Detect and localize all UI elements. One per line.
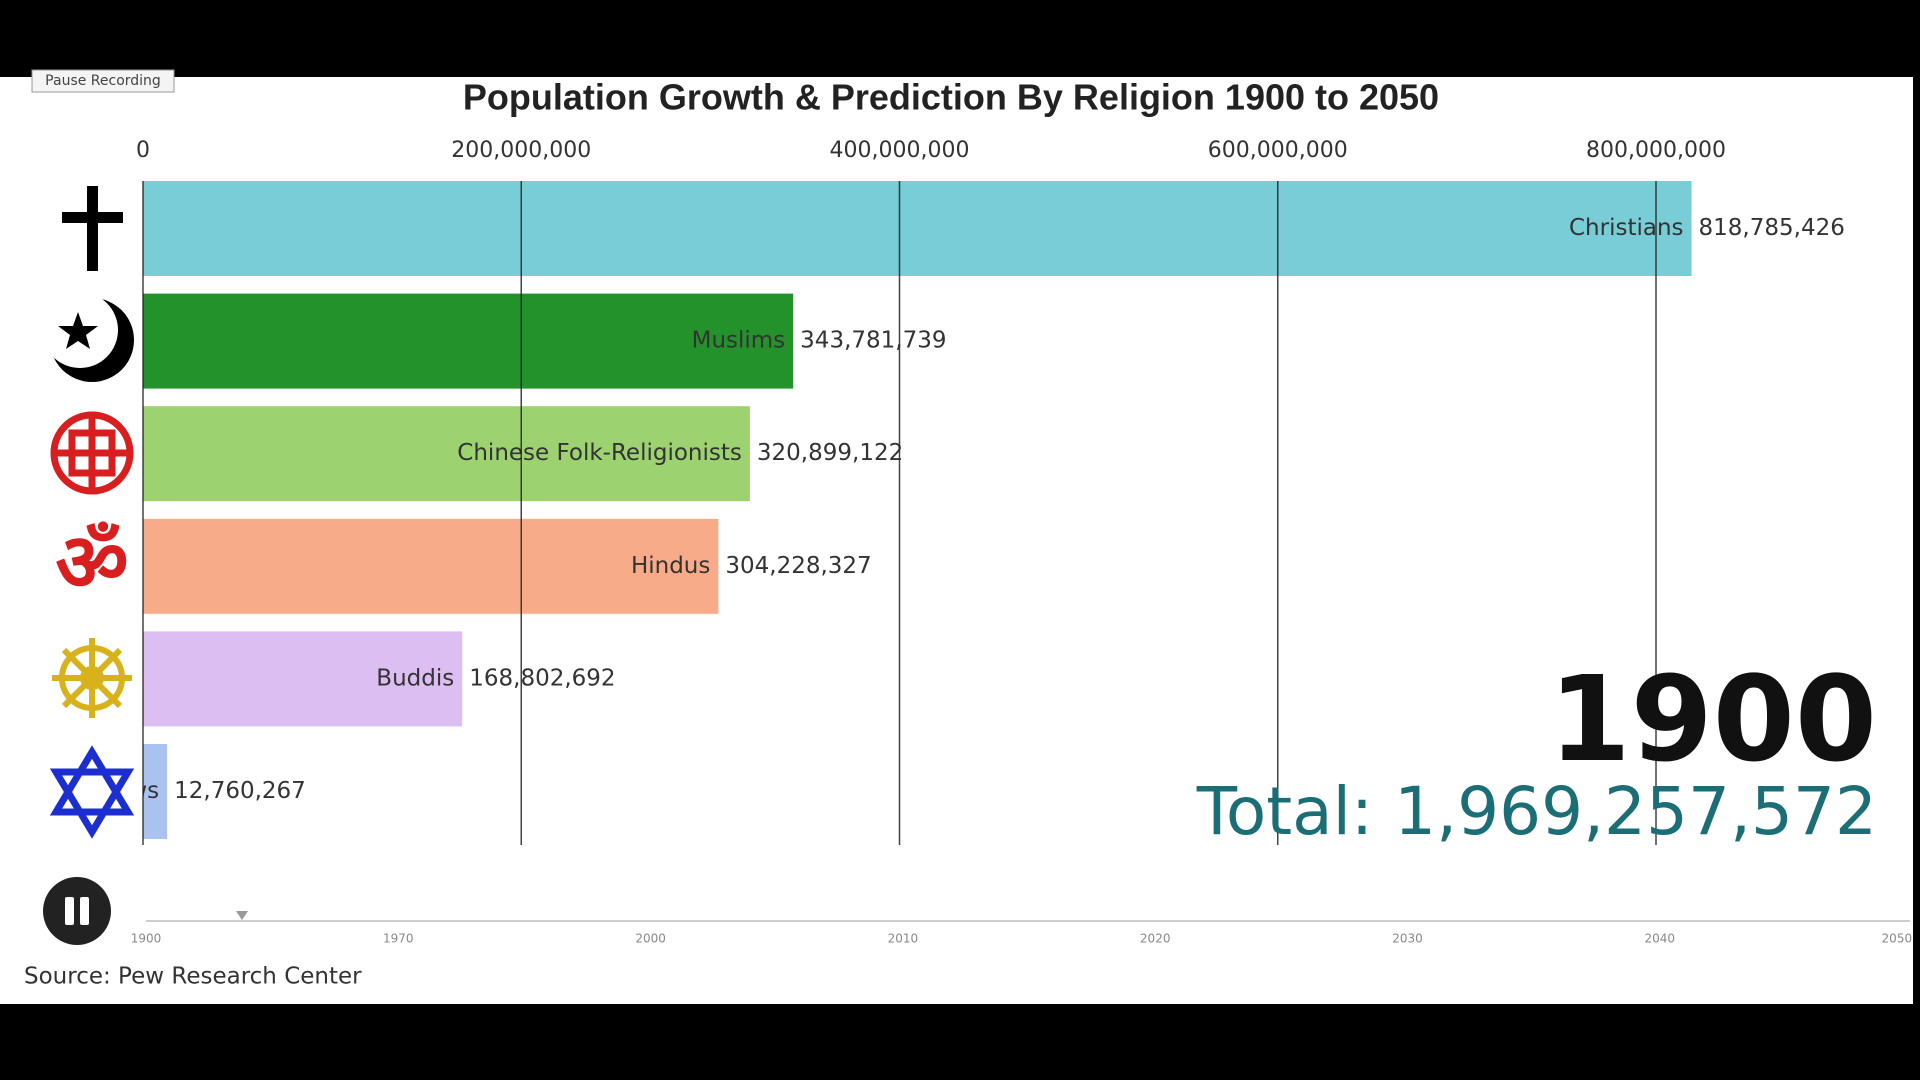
wheel-icon [52,638,132,718]
icons: ॐ [42,186,135,839]
timeline-label: 1900 [131,932,162,946]
bar-label: Christians [1569,215,1684,241]
pause-recording-label[interactable]: Pause Recording [45,73,161,89]
crescent-icon [42,292,134,382]
total-label: Total: 1,969,257,572 [1196,773,1877,850]
x-tick-label: 400,000,000 [830,138,970,163]
value-label: 320,899,122 [757,440,903,466]
bar [143,293,794,389]
value-label: 304,228,327 [725,553,871,579]
value-label: 12,760,267 [174,778,306,804]
bar [143,518,719,614]
bar [143,744,168,839]
value-label: 168,802,692 [469,665,615,691]
pause-recording-button[interactable] [31,69,175,93]
year-label: 1900 [1549,650,1877,788]
bar [143,406,750,502]
bar-label: Buddis [376,665,454,691]
x-tick-label: 0 [136,138,150,163]
bar [143,631,463,727]
bar [143,181,1692,276]
folk-icon [50,411,134,495]
x-tick-label: 200,000,000 [451,138,591,163]
timeline-label: 2030 [1392,932,1423,946]
timeline-label: 2010 [888,932,919,946]
timeline-label: 2020 [1140,932,1171,946]
bar-label: Muslims [692,328,786,354]
om-icon: ॐ [56,516,129,609]
timeline-label: 1970 [383,932,414,946]
source: Source: Pew Research Center [24,964,362,990]
timeline-label: 2040 [1645,932,1676,946]
value-label: 343,781,739 [800,328,946,354]
bar-label: Chinese Folk-Religionists [457,440,742,466]
value-label: 818,785,426 [1699,215,1845,241]
x-tick-label: 800,000,000 [1586,138,1726,163]
chart-title: Population Growth & Prediction By Religi… [463,77,1439,118]
pause-button[interactable] [43,877,111,945]
cross-icon [62,186,123,271]
timeline-label: 2000 [635,932,666,946]
bar-label: Hindus [631,553,710,579]
timeline-label: 2050 [1882,932,1913,946]
star-icon [49,745,135,839]
bar-label: Jews [105,778,159,804]
x-tick-label: 600,000,000 [1208,138,1348,163]
timeline-thumb[interactable] [236,911,248,920]
